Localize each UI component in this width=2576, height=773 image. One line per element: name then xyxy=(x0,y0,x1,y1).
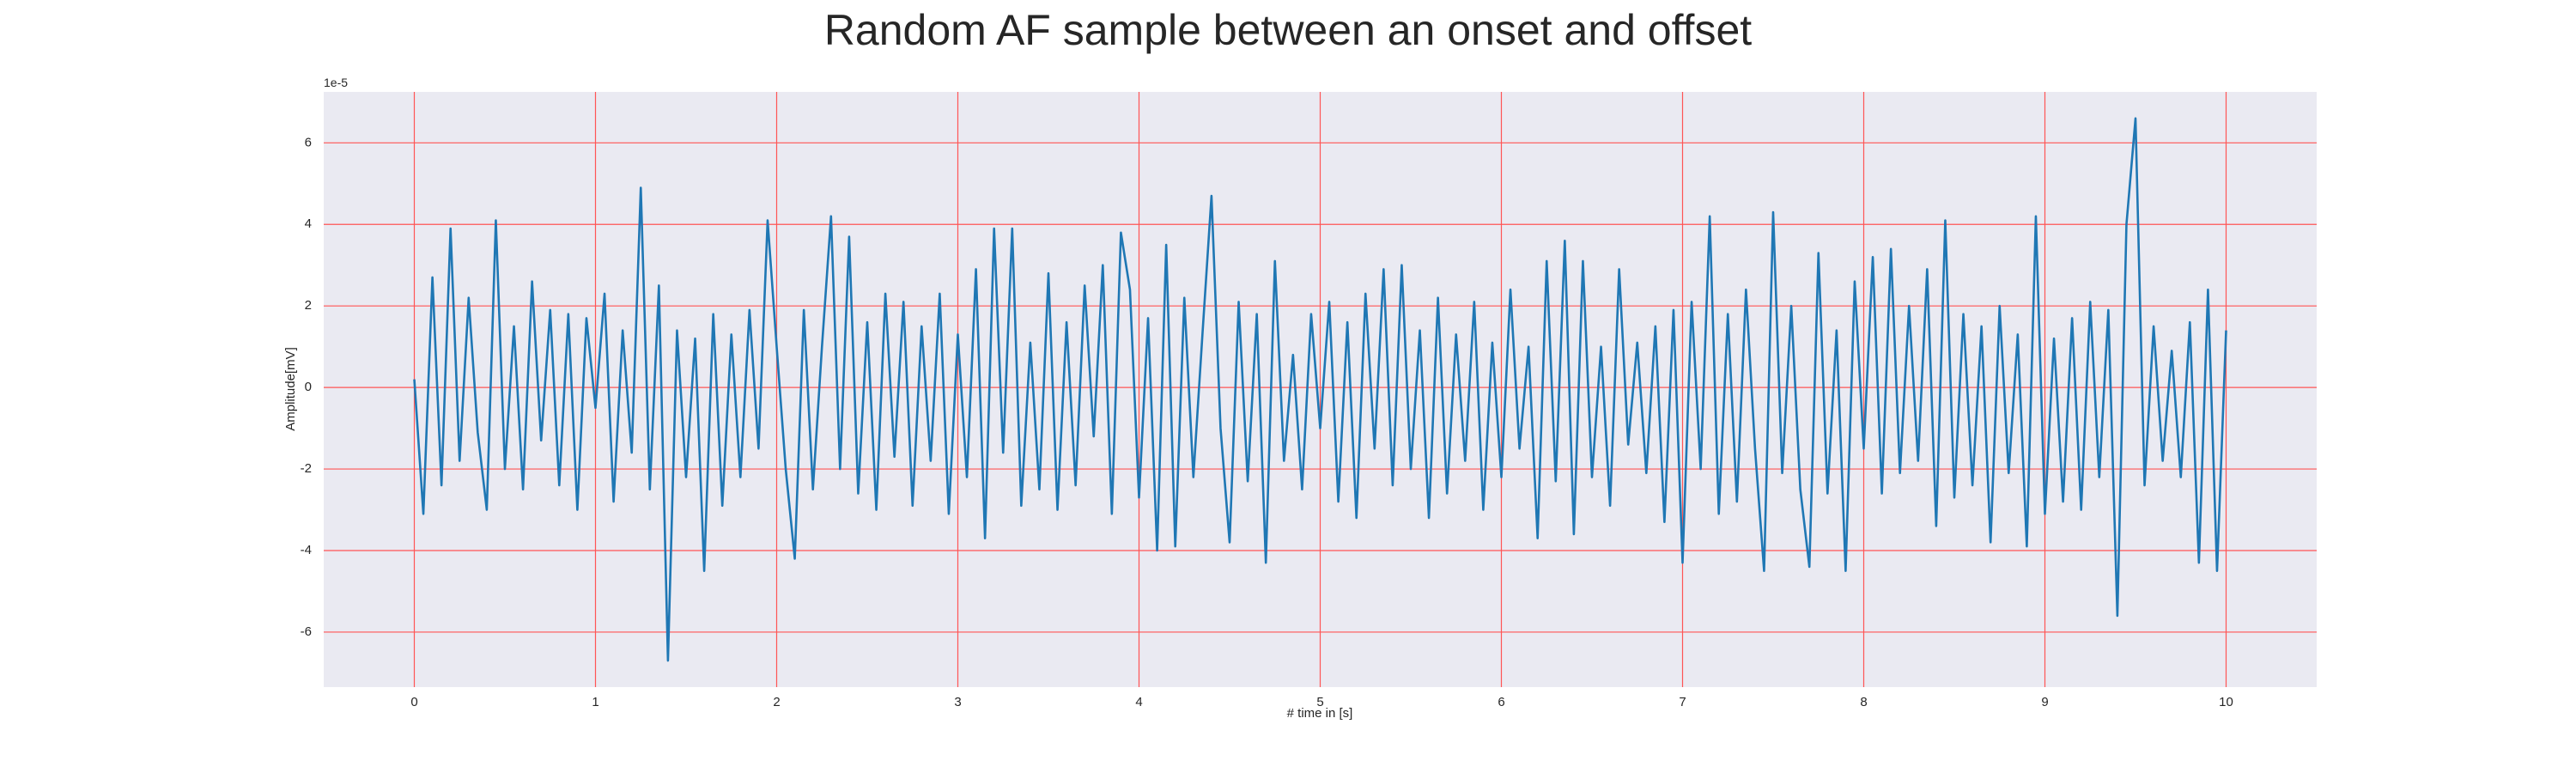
y-axis-label: Amplitude[mV] xyxy=(283,347,298,431)
x-tick-label: 10 xyxy=(2219,695,2233,709)
y-tick-label: -4 xyxy=(301,543,312,557)
y-tick-label: -6 xyxy=(301,624,312,639)
y-tick-label: 0 xyxy=(305,380,312,394)
x-axis-label: # time in [s] xyxy=(1287,706,1353,721)
x-tick-label: 6 xyxy=(1498,695,1504,709)
x-tick-label: 4 xyxy=(1135,695,1142,709)
grid xyxy=(324,92,2317,687)
x-tick-label: 5 xyxy=(1316,695,1323,709)
y-tick-label: -2 xyxy=(301,461,312,476)
lines xyxy=(413,117,2227,662)
x-tick-label: 7 xyxy=(1679,695,1686,709)
x-tick-label: 8 xyxy=(1860,695,1867,709)
y-tick-label: 4 xyxy=(305,216,312,231)
x-tick-label: 9 xyxy=(2041,695,2048,709)
x-tick-label: 3 xyxy=(954,695,961,709)
y-offset-label: 1e-5 xyxy=(324,76,348,89)
x-tick-label: 0 xyxy=(410,695,417,709)
chart-title: Random AF sample between an onset and of… xyxy=(824,6,1752,54)
x-tick-label: 2 xyxy=(773,695,780,709)
x-tick-label: 1 xyxy=(592,695,598,709)
y-tick-label: 2 xyxy=(305,298,312,313)
signal-line xyxy=(413,117,2227,662)
y-tick-label: 6 xyxy=(305,135,312,149)
labels: 0 1 2 3 4 5 6 7 8 9 10 -6 -4 -2 0 2 4 6 xyxy=(301,135,2233,709)
